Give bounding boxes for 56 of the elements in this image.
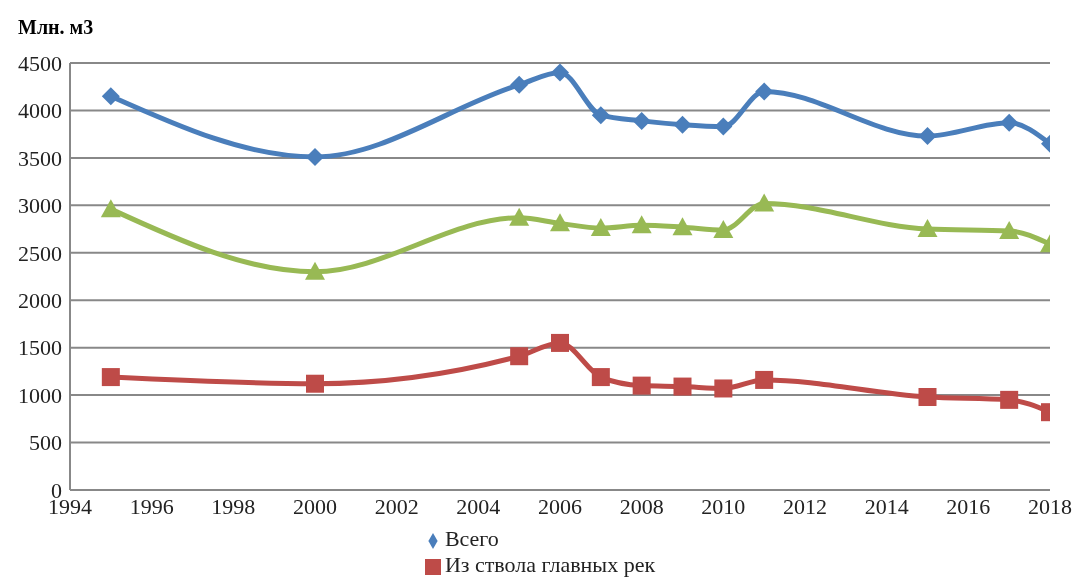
point <box>1000 113 1019 132</box>
x-tick-label: 2004 <box>456 493 501 519</box>
point <box>591 106 610 125</box>
point <box>306 147 324 166</box>
point <box>713 220 734 238</box>
y-tick-label: 3500 <box>18 145 62 171</box>
point <box>918 127 937 146</box>
x-tick-label: 2008 <box>619 493 664 519</box>
point <box>754 193 775 212</box>
point <box>1000 390 1019 409</box>
point <box>551 63 569 82</box>
y-tick-label: 1000 <box>18 382 62 408</box>
x-tick-label: 2014 <box>864 493 909 519</box>
point <box>673 377 692 396</box>
point <box>755 370 774 389</box>
point <box>305 261 325 280</box>
y-axis-title: Млн. м3 <box>18 16 94 39</box>
point <box>999 220 1020 239</box>
x-tick-label: 2016 <box>946 493 991 519</box>
point <box>101 87 120 106</box>
y-tick-label: 2500 <box>18 240 62 266</box>
point <box>510 347 529 366</box>
legend-label: Из ствола главных рек <box>444 552 656 577</box>
point <box>714 379 733 398</box>
y-tick-label: 2000 <box>18 288 62 314</box>
x-tick-label: 1996 <box>129 493 174 519</box>
point <box>672 217 693 236</box>
point <box>632 111 651 130</box>
point <box>755 82 774 101</box>
point <box>100 199 121 218</box>
point <box>590 218 611 237</box>
y-tick-label: 4500 <box>18 50 62 76</box>
y-tick-label: 1500 <box>18 335 62 361</box>
point <box>918 388 937 407</box>
point <box>673 115 692 134</box>
x-tick-label: 1998 <box>211 493 256 519</box>
point <box>591 368 610 387</box>
y-tick-label: 4000 <box>18 98 62 124</box>
point <box>632 376 651 395</box>
x-tick-label: 2006 <box>538 493 582 519</box>
x-tick-label: 2018 <box>1028 493 1072 519</box>
point <box>550 213 570 232</box>
point <box>101 368 120 387</box>
point <box>306 374 324 393</box>
x-tick-label: 2000 <box>293 493 337 519</box>
point <box>631 215 652 234</box>
point <box>509 207 530 226</box>
legend-label: Всего <box>444 526 499 551</box>
x-tick-label: 2012 <box>783 493 827 519</box>
x-tick-label: 2010 <box>701 493 746 519</box>
point <box>551 333 569 352</box>
x-tick-label: 2002 <box>374 493 419 519</box>
y-tick-label: 500 <box>29 430 62 456</box>
y-tick-label: 3000 <box>18 193 62 219</box>
point <box>510 75 529 94</box>
point <box>917 219 938 238</box>
